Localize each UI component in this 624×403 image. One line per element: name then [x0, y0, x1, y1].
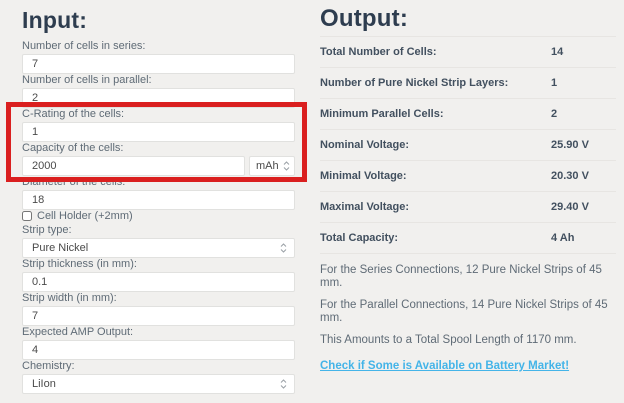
strip-layers-value: 1	[551, 77, 558, 89]
c-rating-field: C-Rating of the cells:	[22, 108, 295, 142]
chemistry-value: LiIon	[32, 378, 56, 390]
nominal-voltage-value: 25.90 V	[551, 139, 589, 151]
c-rating-label: C-Rating of the cells:	[22, 108, 125, 120]
parallel-connections-note: For the Parallel Connections, 14 Pure Ni…	[320, 299, 608, 324]
min-parallel-label: Minimum Parallel Cells:	[320, 108, 444, 120]
diameter-field: Diameter of the cells:	[22, 176, 295, 210]
strip-type-label: Strip type:	[22, 224, 72, 236]
minimal-voltage-label: Minimal Voltage:	[320, 170, 407, 182]
total-capacity-label: Total Capacity:	[320, 232, 399, 244]
cells-in-series-label: Number of cells in series:	[22, 40, 146, 52]
output-notes: For the Series Connections, 12 Pure Nick…	[320, 264, 616, 374]
series-connections-note: For the Series Connections, 12 Pure Nick…	[320, 264, 602, 289]
strip-layers-label: Number of Pure Nickel Strip Layers:	[320, 77, 509, 89]
nominal-voltage-label: Nominal Voltage:	[320, 139, 410, 151]
select-chevron-icon	[280, 243, 287, 253]
diameter-label: Diameter of the cells:	[22, 176, 126, 188]
min-parallel-value: 2	[551, 108, 558, 120]
table-row: Maximal Voltage: 29.40 V	[320, 191, 616, 222]
strip-type-select[interactable]: Pure Nickel	[22, 238, 295, 258]
input-section: Input: Number of cells in series: Number…	[22, 7, 295, 394]
minimal-voltage-value: 20.30 V	[551, 170, 589, 182]
select-chevron-icon	[283, 161, 290, 171]
capacity-unit-select[interactable]: mAh	[249, 156, 295, 176]
expected-amp-label: Expected AMP Output:	[22, 326, 134, 338]
total-capacity-value: 4 Ah	[551, 232, 575, 244]
expected-amp-field: Expected AMP Output:	[22, 326, 295, 360]
strip-thickness-label: Strip thickness (in mm):	[22, 258, 137, 270]
table-row: Number of Pure Nickel Strip Layers: 1	[320, 67, 616, 98]
output-rows: Total Number of Cells: 14 Number of Pure…	[320, 36, 616, 254]
cells-in-parallel-label: Number of cells in parallel:	[22, 74, 152, 86]
cell-holder-row: Cell Holder (+2mm)	[22, 210, 295, 222]
strip-thickness-field: Strip thickness (in mm):	[22, 258, 295, 292]
strip-width-field: Strip width (in mm):	[22, 292, 295, 326]
spool-length-note: This Amounts to a Total Spool Length of …	[320, 334, 577, 346]
cell-holder-checkbox[interactable]	[22, 211, 32, 221]
c-rating-input[interactable]	[22, 122, 295, 142]
capacity-input[interactable]	[22, 156, 245, 176]
output-section: Output: Total Number of Cells: 14 Number…	[320, 5, 616, 374]
capacity-unit-value: mAh	[256, 160, 279, 172]
table-row: Nominal Voltage: 25.90 V	[320, 129, 616, 160]
select-chevron-icon	[280, 379, 287, 389]
battery-market-link[interactable]: Check if Some is Available on Battery Ma…	[320, 360, 570, 372]
table-row: Minimum Parallel Cells: 2	[320, 98, 616, 129]
strip-thickness-input[interactable]	[22, 272, 295, 292]
total-cells-label: Total Number of Cells:	[320, 46, 437, 58]
strip-width-label: Strip width (in mm):	[22, 292, 117, 304]
expected-amp-input[interactable]	[22, 340, 295, 360]
strip-type-value: Pure Nickel	[32, 242, 89, 254]
cells-in-series-input[interactable]	[22, 54, 295, 74]
cells-in-series-field: Number of cells in series:	[22, 40, 295, 74]
table-row: Total Capacity: 4 Ah	[320, 222, 616, 253]
output-section-title: Output:	[320, 5, 409, 32]
cell-holder-label: Cell Holder (+2mm)	[37, 210, 133, 222]
table-row: Total Number of Cells: 14	[320, 36, 616, 67]
total-cells-value: 14	[551, 46, 564, 58]
maximal-voltage-value: 29.40 V	[551, 201, 589, 213]
strip-width-input[interactable]	[22, 306, 295, 326]
strip-type-field: Strip type: Pure Nickel	[22, 224, 295, 258]
cells-in-parallel-field: Number of cells in parallel:	[22, 74, 295, 108]
table-row: Minimal Voltage: 20.30 V	[320, 160, 616, 191]
capacity-field: Capacity of the cells: mAh	[22, 142, 295, 176]
capacity-label: Capacity of the cells:	[22, 142, 124, 154]
diameter-input[interactable]	[22, 190, 295, 210]
cells-in-parallel-input[interactable]	[22, 88, 295, 108]
maximal-voltage-label: Maximal Voltage:	[320, 201, 410, 213]
chemistry-field: Chemistry: LiIon	[22, 360, 295, 394]
chemistry-label: Chemistry:	[22, 360, 75, 372]
chemistry-select[interactable]: LiIon	[22, 374, 295, 394]
input-section-title: Input:	[22, 7, 88, 33]
